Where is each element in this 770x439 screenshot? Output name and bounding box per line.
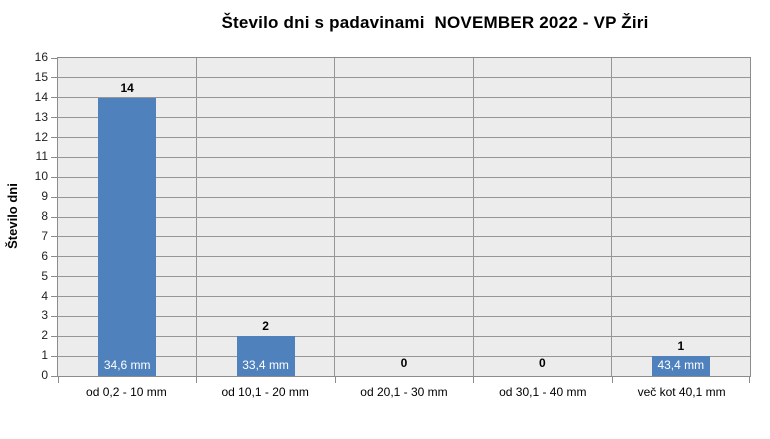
y-tick-label: 3 [41, 308, 48, 323]
gridline [58, 137, 750, 138]
bar [236, 336, 295, 376]
y-tick-label: 4 [41, 288, 48, 303]
x-tick-mark [473, 377, 475, 383]
y-tick-mark [51, 58, 57, 59]
y-axis-labels: 0 1 2 3 4 5 6 7 8 9 10 11 12 13 14 15 16 [0, 50, 48, 382]
bar-value-label: 14 [120, 80, 134, 95]
y-tick-mark [51, 97, 57, 99]
bar-value-label: 2 [262, 319, 269, 334]
gridline [58, 176, 750, 178]
gridline [58, 77, 750, 79]
y-tick-mark [51, 375, 57, 377]
chart-title: Število dni s padavinami NOVEMBER 2022 -… [221, 13, 649, 32]
y-tick-label: 10 [34, 169, 48, 184]
y-tick-label: 0 [41, 368, 48, 382]
y-tick-mark [51, 156, 57, 158]
y-tick-mark [51, 335, 57, 337]
x-category-label: od 0,2 - 10 mm [86, 385, 167, 399]
x-tick-mark [334, 377, 336, 383]
y-tick-mark [51, 276, 57, 278]
y-tick-mark [51, 216, 57, 218]
y-tick-label: 11 [35, 149, 48, 164]
y-tick-label: 15 [34, 69, 48, 84]
y-tick-label: 9 [41, 189, 48, 204]
bar-inner-label: 33,4 mm [242, 358, 289, 372]
y-tick-label: 5 [41, 268, 48, 283]
y-tick-mark [51, 77, 57, 79]
vertical-gridline [334, 58, 336, 376]
gridline [58, 156, 750, 158]
gridline [58, 196, 750, 198]
y-tick-label: 13 [34, 109, 48, 124]
gridline [58, 355, 750, 357]
y-tick-mark [51, 315, 57, 317]
x-tick-mark [749, 377, 750, 383]
x-tick-mark [611, 377, 613, 383]
bar-value-label: 0 [400, 356, 408, 370]
vertical-gridline [611, 58, 613, 376]
y-tick-mark [51, 176, 57, 178]
bar-value-label: 0 [539, 356, 546, 370]
y-tick-mark [51, 196, 57, 198]
y-tick-mark [51, 236, 57, 238]
bar-value-label: 1 [677, 339, 685, 354]
y-tick-mark [51, 137, 57, 138]
y-tick-mark [51, 256, 57, 258]
y-tick-mark [51, 296, 57, 297]
x-category-label: od 30,1 - 40 mm [499, 385, 587, 399]
y-tick-label: 16 [34, 50, 48, 64]
gridline [58, 97, 750, 99]
bar [651, 356, 710, 376]
x-axis-labels: od 0,2 - 10 mm od 10,1 - 20 mm od 20,1 - 3… [57, 385, 751, 399]
x-category-label: od 10,1 - 20 mm [221, 385, 309, 399]
gridline [58, 117, 750, 119]
gridline [58, 315, 750, 317]
y-tick-label: 7 [41, 228, 48, 243]
x-tick-mark [196, 377, 198, 383]
y-tick-mark [51, 355, 57, 357]
vertical-gridline [472, 58, 474, 376]
vertical-gridline [195, 58, 197, 376]
gridline [58, 256, 750, 258]
x-category-label: več kot 40,1 mm [637, 385, 726, 399]
gridline [58, 236, 750, 238]
y-tick-label: 1 [41, 348, 48, 363]
x-category-label: od 20,1 - 30 mm [360, 385, 448, 399]
y-tick-label: 8 [41, 209, 48, 223]
gridline [58, 335, 750, 337]
gridline [58, 276, 750, 278]
y-tick-label: 6 [41, 248, 48, 263]
y-tick-label: 12 [34, 129, 48, 144]
y-tick-mark [51, 117, 57, 119]
gridline [58, 216, 750, 218]
bar-inner-label: 43,4 mm [657, 358, 705, 372]
bar [98, 97, 157, 376]
y-tick-label: 2 [41, 328, 48, 343]
gridline [58, 296, 750, 297]
x-tick-mark [58, 377, 59, 383]
bar-inner-label: 34,6 mm [103, 358, 151, 372]
y-tick-label: 14 [34, 89, 48, 104]
plot-area: 14 34,6 mm 2 33,4 mm 0 0 1 43,4 mm [51, 57, 751, 383]
